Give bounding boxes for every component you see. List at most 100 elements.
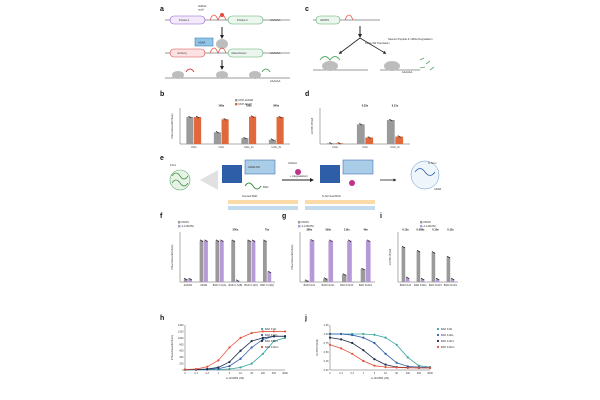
protein-1-label: Protein-1: [179, 18, 190, 22]
bar: [251, 240, 256, 282]
y-tick-label: 800: [179, 343, 184, 346]
data-point: [389, 118, 391, 120]
data-point: [384, 366, 387, 369]
data-point: [433, 252, 435, 254]
panel-letter-e: e: [160, 155, 164, 162]
data-point: [250, 339, 253, 343]
chart-panel-j: 0 0.1 0.3 1 3 10 30 100 300 3000 0.00 0.25 0.50 0.75 1…: [316, 324, 455, 380]
data-point: [186, 279, 188, 281]
data-point: [190, 117, 192, 119]
data-point: [343, 273, 345, 276]
data-point: [395, 343, 398, 346]
legend-label: MCP-ADAR: [239, 103, 253, 106]
gfpns-label: GFPNS: [320, 18, 329, 22]
data-point: [272, 139, 274, 141]
data-point: [249, 240, 251, 242]
data-point: [362, 332, 365, 336]
data-point: [217, 366, 220, 369]
data-point: [228, 360, 231, 364]
data-point: [237, 280, 239, 282]
legend-marker: [260, 345, 264, 349]
bar: [304, 280, 310, 282]
legend-marker: [260, 327, 264, 331]
legend-label: A-1331852: [424, 225, 437, 228]
bar: [186, 117, 194, 144]
data-point: [366, 239, 368, 241]
inhibitor-sub: + (degradation): [290, 174, 308, 178]
data-point: [361, 124, 363, 126]
data-point: [408, 277, 410, 279]
data-point: [402, 246, 404, 248]
data-point: [432, 251, 434, 253]
series-line: [330, 333, 431, 368]
data-point: [397, 135, 399, 137]
data-point: [329, 142, 331, 144]
data-point: [403, 247, 405, 249]
legend-label: MCP-dADAR: [239, 99, 254, 102]
bar: [183, 279, 188, 282]
x-tick-label: 0: [329, 372, 331, 375]
bar: [328, 240, 334, 282]
x-tick-label: UAG: [362, 146, 367, 149]
panel-letter-j: j: [304, 315, 307, 322]
x-tick-label: 3: [229, 372, 231, 375]
data-point: [452, 278, 454, 280]
fold-change-label: 0.32x: [362, 104, 369, 108]
y-tick-label: 1200: [178, 330, 184, 333]
legend-swatch: [235, 99, 238, 102]
data-point: [384, 336, 387, 339]
data-point: [398, 136, 400, 138]
data-point: [359, 123, 361, 125]
x-tick-label: BAD F121V: [340, 284, 354, 287]
bar: [235, 280, 240, 282]
bar: [276, 117, 284, 144]
adar-dd-label: ADAR-DD: [248, 165, 260, 169]
x-tick-label: BAD C-N(A): [213, 284, 227, 287]
data-point: [263, 239, 265, 241]
data-point: [264, 240, 266, 242]
x-tick-label: ADAR: [200, 284, 207, 287]
data-point: [395, 366, 398, 369]
data-point: [390, 119, 392, 121]
x-tick-label: UAG_2x: [244, 146, 254, 149]
data-point: [261, 352, 264, 356]
x-tick-label: 0: [184, 372, 186, 375]
data-point: [279, 116, 281, 118]
x-tick-label: BAD C-N(D): [260, 284, 274, 287]
data-point: [438, 279, 440, 281]
data-point: [417, 366, 420, 369]
data-point: [231, 239, 233, 241]
data-point: [247, 239, 249, 241]
legend-swatch: [235, 103, 238, 106]
bar: [215, 240, 220, 282]
data-point: [351, 341, 354, 345]
y-tick-label: 1000: [178, 337, 184, 340]
chart-panel-g: mNeonGreen/mCherry BAD F121 280x BAD F121L 1…: [291, 221, 375, 287]
data-point: [251, 115, 253, 117]
y-axis-label: mNeonGreen/mCherry: [291, 244, 294, 270]
data-point: [423, 279, 425, 281]
bar: [247, 240, 251, 282]
legend-label: DMSO: [302, 221, 310, 224]
y-tick-label: 1400: [178, 324, 184, 327]
y-axis-label: mNeonGreen/mCherry: [171, 334, 174, 360]
panel-letter-d: d: [305, 91, 309, 98]
x-tick-label: 0.3: [350, 372, 354, 375]
y-tick-label: 0: [182, 369, 184, 372]
bar: [435, 279, 440, 282]
x-tick-label: 100: [406, 372, 411, 375]
data-point: [348, 240, 351, 242]
x-tick-label: BAD F121V: [429, 284, 443, 287]
legend-swatch: [420, 221, 423, 224]
data-point: [250, 362, 253, 365]
chart-panel-d: GFP/BFP(fold) UGG UAG 0.32x UAG_2x 0.31x: [311, 104, 410, 149]
data-point: [239, 357, 242, 360]
data-point: [310, 239, 312, 241]
panel-letter-i: i: [380, 213, 382, 220]
data-point: [253, 240, 256, 242]
data-point: [228, 346, 231, 349]
data-point: [384, 363, 387, 366]
panel-letter-f: f: [160, 213, 163, 220]
data-point: [362, 268, 364, 270]
data-point: [225, 119, 227, 121]
